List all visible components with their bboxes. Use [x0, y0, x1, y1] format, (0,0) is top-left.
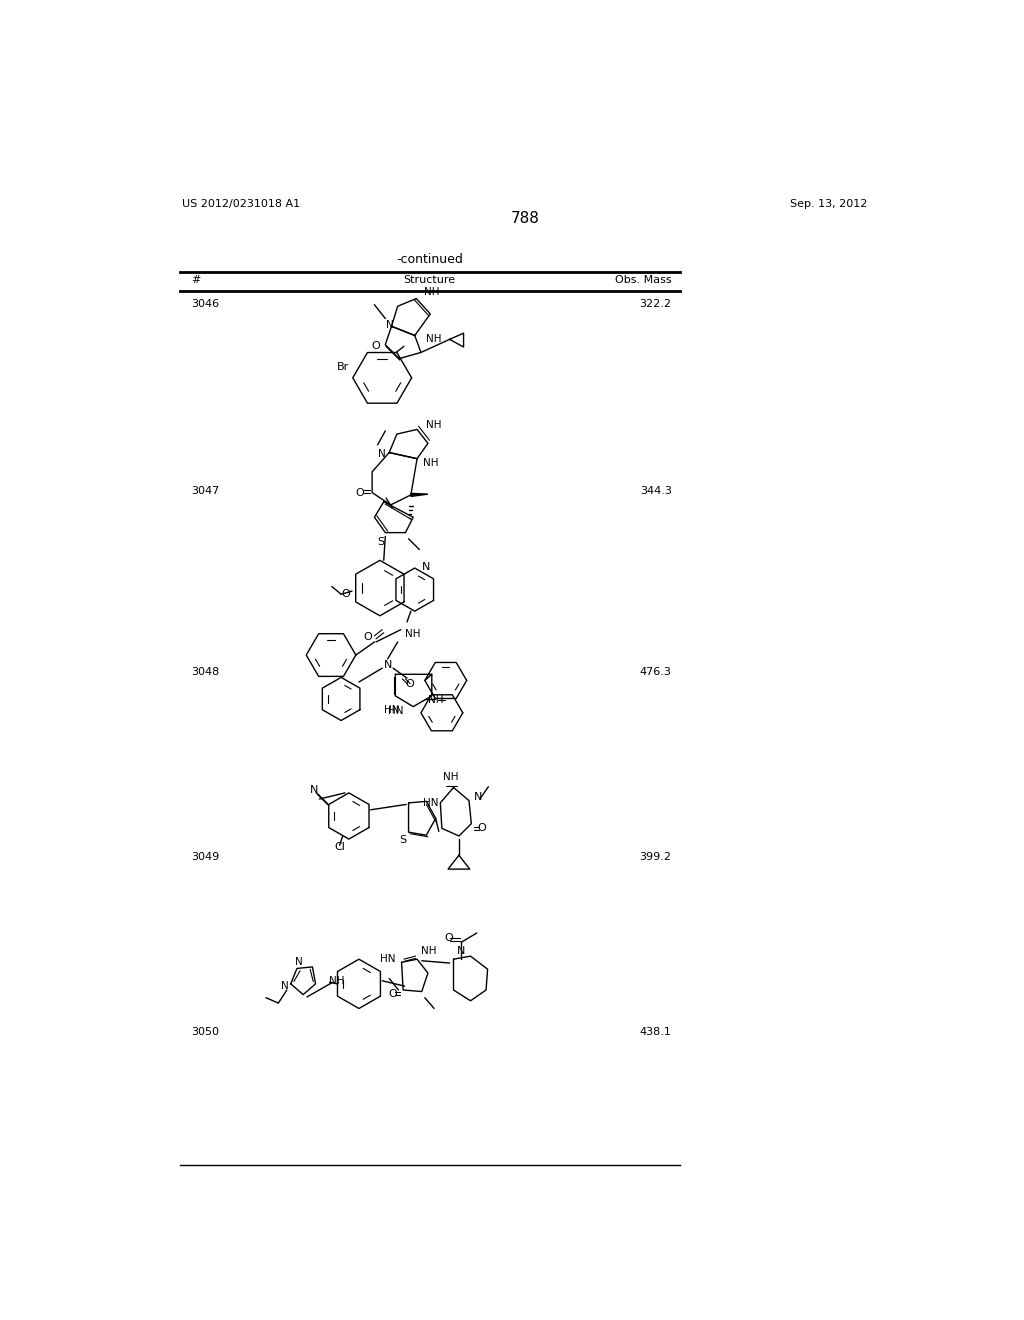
Text: O: O: [372, 342, 380, 351]
Text: N: N: [383, 660, 392, 671]
Text: N: N: [295, 957, 303, 968]
Text: HN: HN: [423, 797, 438, 808]
Text: O: O: [341, 589, 350, 599]
Text: S: S: [398, 834, 406, 845]
Text: O: O: [406, 678, 415, 689]
Text: 3049: 3049: [191, 851, 220, 862]
Text: NH: NH: [424, 288, 439, 297]
Polygon shape: [411, 494, 428, 496]
Text: Cl: Cl: [334, 842, 345, 851]
Text: HN: HN: [380, 954, 395, 964]
Text: NH: NH: [330, 975, 345, 986]
Text: N: N: [422, 561, 430, 572]
Text: NH: NH: [428, 694, 443, 705]
Text: O: O: [478, 822, 486, 833]
Text: NH: NH: [426, 420, 442, 430]
Text: Sep. 13, 2012: Sep. 13, 2012: [791, 199, 867, 209]
Text: 438.1: 438.1: [640, 1027, 672, 1038]
Text: NH: NH: [442, 772, 458, 781]
Text: N: N: [310, 785, 318, 795]
Text: 399.2: 399.2: [640, 851, 672, 862]
Text: 788: 788: [510, 211, 540, 226]
Text: 344.3: 344.3: [640, 486, 672, 496]
Text: N: N: [474, 792, 482, 801]
Text: 3047: 3047: [191, 486, 220, 496]
Text: Obs. Mass: Obs. Mass: [615, 276, 672, 285]
Text: O: O: [388, 989, 396, 999]
Text: NH: NH: [406, 630, 421, 639]
Text: NH: NH: [421, 946, 436, 957]
Text: Br: Br: [337, 362, 349, 372]
Text: N: N: [378, 449, 385, 459]
Text: O: O: [355, 487, 365, 498]
Text: O: O: [444, 933, 454, 944]
Text: NH: NH: [423, 458, 438, 467]
Text: 476.3: 476.3: [640, 667, 672, 677]
Text: Structure: Structure: [403, 276, 456, 285]
Text: NH: NH: [426, 334, 442, 345]
Text: 3048: 3048: [191, 667, 220, 677]
Text: HN: HN: [384, 705, 399, 714]
Text: S: S: [377, 537, 384, 546]
Text: US 2012/0231018 A1: US 2012/0231018 A1: [182, 199, 300, 209]
Text: #: #: [191, 276, 201, 285]
Text: HN: HN: [388, 706, 403, 717]
Text: N: N: [457, 946, 466, 957]
Text: -continued: -continued: [396, 253, 463, 265]
Text: 3050: 3050: [191, 1027, 219, 1038]
Text: N: N: [386, 319, 394, 330]
Text: 3046: 3046: [191, 298, 219, 309]
Text: O: O: [364, 632, 373, 643]
Text: 322.2: 322.2: [640, 298, 672, 309]
Text: N: N: [281, 981, 289, 991]
